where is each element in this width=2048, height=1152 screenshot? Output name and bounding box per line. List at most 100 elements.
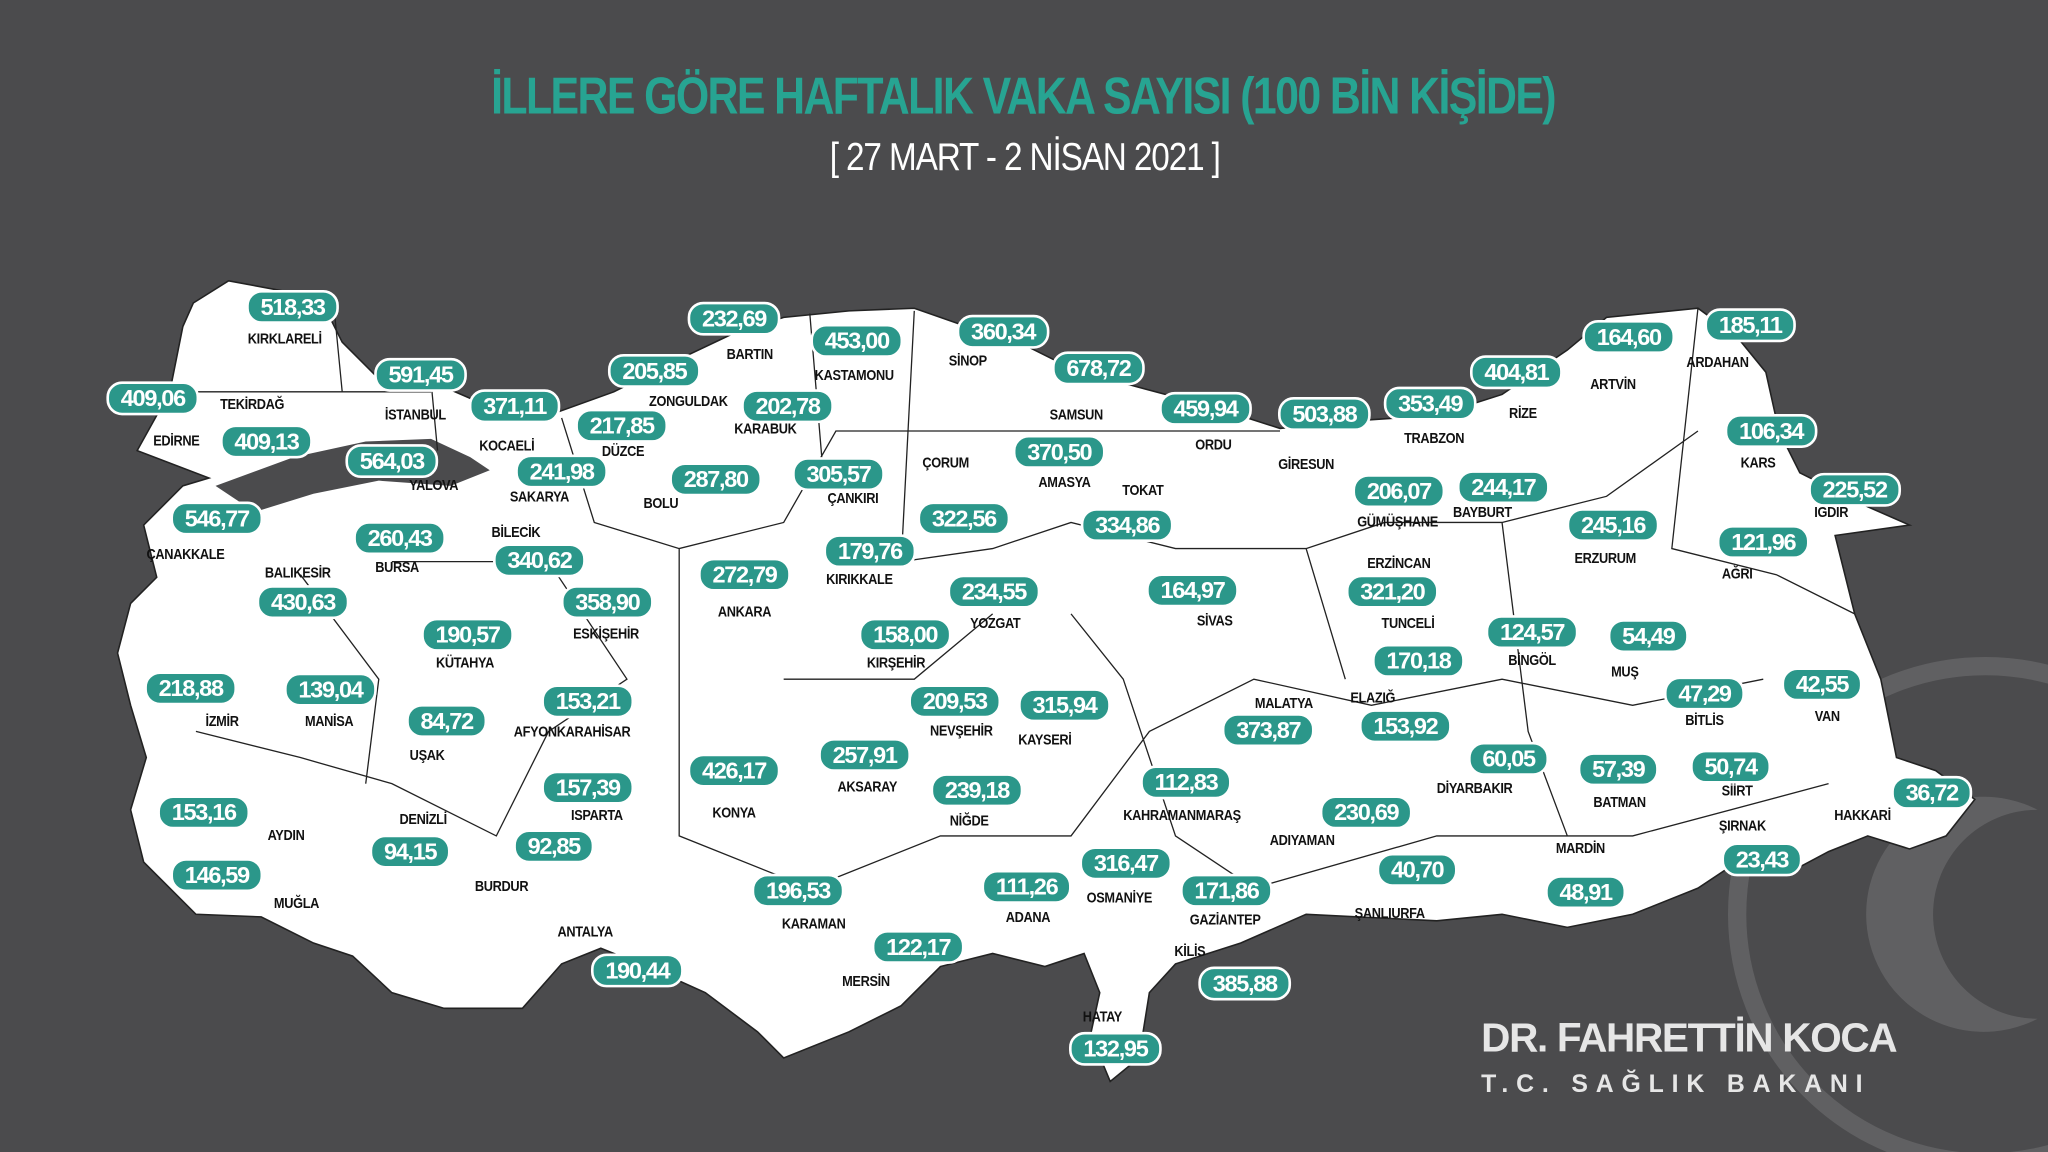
province-name: NİĞDE bbox=[949, 813, 989, 830]
province-name: İZMİR bbox=[205, 714, 239, 731]
province-name: RİZE bbox=[1509, 406, 1537, 422]
author-name: DR. FAHRETTİN KOCA bbox=[1481, 1014, 1897, 1061]
province-value-badge: 111,26 bbox=[981, 869, 1072, 904]
province-value-badge: 678,72 bbox=[1052, 351, 1145, 386]
province-value-badge: 153,16 bbox=[157, 795, 251, 830]
province-value-badge: 260,43 bbox=[353, 521, 447, 556]
province-value-badge: 171,86 bbox=[1180, 873, 1273, 908]
province-value-badge: 158,00 bbox=[858, 617, 952, 652]
province-name: KIRKLARELİ bbox=[247, 331, 322, 348]
province-name: MANİSA bbox=[304, 714, 354, 731]
province-value-badge: 232,69 bbox=[687, 301, 781, 336]
province-name: ESKİŞEHİR bbox=[573, 626, 639, 643]
province-name: ERZURUM bbox=[1574, 551, 1636, 567]
province-value-badge: 48,91 bbox=[1545, 875, 1627, 910]
province-name: ANTALYA bbox=[557, 924, 613, 941]
province-value-badge: 453,00 bbox=[810, 323, 904, 358]
province-name: AĞRI bbox=[1721, 566, 1753, 583]
province-name: KAHRAMANMARAŞ bbox=[1123, 808, 1241, 825]
province-name: KIRIKKALE bbox=[826, 572, 893, 588]
province-name: ADIYAMAN bbox=[1269, 833, 1335, 849]
province-name: BURSA bbox=[375, 560, 419, 576]
province-value-badge: 385,88 bbox=[1198, 966, 1292, 1001]
province-name: AMASYA bbox=[1038, 475, 1091, 492]
province-value-badge: 206,07 bbox=[1352, 474, 1446, 509]
province-value-badge: 360,34 bbox=[956, 314, 1050, 349]
province-value-badge: 217,85 bbox=[575, 408, 669, 443]
province-value-badge: 60,05 bbox=[1468, 741, 1550, 776]
province-name: ÇANAKKALE bbox=[146, 547, 225, 563]
province-name: MARDİN bbox=[1555, 841, 1605, 857]
province-value-badge: 112,83 bbox=[1140, 765, 1232, 800]
province-value-badge: 42,55 bbox=[1781, 667, 1863, 702]
province-name: ŞIRNAK bbox=[1718, 818, 1766, 835]
province-name: KOCAELİ bbox=[479, 438, 535, 455]
province-value-badge: 106,34 bbox=[1724, 414, 1818, 448]
province-name: İSTANBUL bbox=[384, 407, 446, 424]
province-value-badge: 170,18 bbox=[1372, 643, 1465, 678]
province-name: TRABZON bbox=[1404, 431, 1465, 447]
province-name: KARABÜK bbox=[734, 421, 797, 438]
province-name: SİİRT bbox=[1721, 783, 1753, 800]
province-name: KAYSERİ bbox=[1018, 732, 1072, 749]
province-name: MALATYA bbox=[1254, 696, 1313, 712]
province-value-badge: 205,85 bbox=[607, 353, 701, 388]
province-value-badge: 316,47 bbox=[1079, 846, 1173, 881]
province-value-badge: 185,11 bbox=[1704, 308, 1796, 343]
province-value-badge: 196,53 bbox=[751, 873, 845, 908]
province-name: KARAMAN bbox=[781, 916, 846, 933]
province-value-badge: 54,49 bbox=[1607, 619, 1689, 654]
province-name: ARTVİN bbox=[1590, 377, 1636, 394]
province-name: KIRŞEHİR bbox=[866, 655, 926, 672]
province-value-badge: 36,72 bbox=[1891, 775, 1973, 810]
province-name: BURDUR bbox=[474, 879, 529, 895]
province-name: MERSİN bbox=[842, 974, 890, 991]
province-value-badge: 373,87 bbox=[1221, 713, 1315, 748]
province-value-badge: 305,57 bbox=[792, 457, 885, 492]
province-value-badge: 503,88 bbox=[1277, 397, 1371, 432]
province-value-badge: 340,62 bbox=[493, 543, 586, 578]
province-name: DENİZLİ bbox=[399, 812, 448, 829]
province-value-badge: 370,50 bbox=[1012, 434, 1106, 469]
province-name: HAKKARİ bbox=[1834, 808, 1891, 825]
province-name: TEKİRDAĞ bbox=[220, 397, 285, 413]
province-name: ELAZIĞ bbox=[1350, 690, 1396, 707]
province-name: ISPARTA bbox=[570, 808, 623, 825]
province-value-badge: 426,17 bbox=[687, 753, 781, 788]
province-name: GÜMÜŞHANE bbox=[1357, 514, 1438, 531]
province-name: SİVAS bbox=[1196, 613, 1233, 630]
province-value-badge: 225,52 bbox=[1808, 472, 1902, 507]
province-value-badge: 124,57 bbox=[1485, 615, 1579, 650]
province-value-badge: 230,69 bbox=[1319, 795, 1413, 830]
province-name: ADANA bbox=[1005, 910, 1051, 927]
province-name: KARS bbox=[1740, 455, 1776, 472]
province-value-badge: 404,81 bbox=[1469, 355, 1563, 390]
province-name: GAZİANTEP bbox=[1189, 912, 1261, 929]
province-value-badge: 47,29 bbox=[1663, 676, 1746, 711]
province-value-badge: 315,94 bbox=[1018, 688, 1111, 723]
province-value-badge: 190,44 bbox=[590, 953, 684, 988]
province-value-badge: 190,57 bbox=[421, 617, 514, 652]
province-value-badge: 153,21 bbox=[541, 684, 635, 719]
province-name: HATAY bbox=[1082, 1009, 1123, 1026]
province-name: ARDAHAN bbox=[1686, 355, 1749, 371]
author-title: T.C. SAĞLIK BAKANI bbox=[1481, 1071, 1871, 1099]
province-value-badge: 209,53 bbox=[908, 684, 1002, 719]
province-name: KASTAMONU bbox=[814, 368, 894, 384]
province-name: SİNOP bbox=[948, 353, 987, 370]
province-value-badge: 430,63 bbox=[256, 585, 350, 620]
province-value-badge: 241,98 bbox=[515, 454, 609, 489]
province-value-badge: 546,77 bbox=[170, 501, 264, 536]
province-name: BOLU bbox=[643, 496, 679, 512]
province-value-badge: 202,78 bbox=[741, 389, 834, 424]
province-name: DÜZCE bbox=[601, 444, 645, 460]
province-name: GİRESUN bbox=[1278, 457, 1335, 473]
province-value-badge: 239,18 bbox=[930, 773, 1024, 808]
province-name: SAKARYA bbox=[509, 489, 570, 506]
province-value-badge: 218,88 bbox=[144, 671, 238, 706]
province-value-badge: 244,17 bbox=[1456, 470, 1550, 505]
province-value-badge: 409,06 bbox=[106, 381, 200, 416]
province-name: TOKAT bbox=[1122, 483, 1164, 499]
province-value-badge: 287,80 bbox=[669, 462, 763, 497]
province-value-badge: 591,45 bbox=[374, 357, 467, 392]
